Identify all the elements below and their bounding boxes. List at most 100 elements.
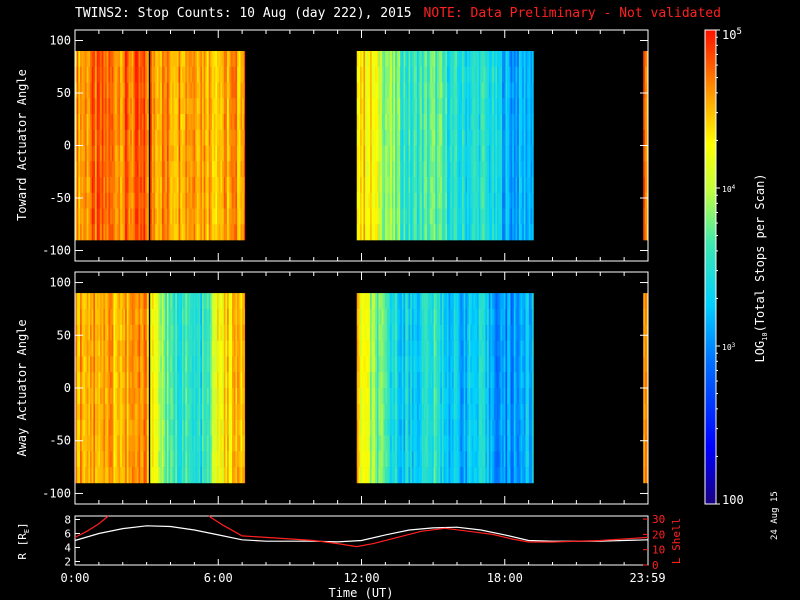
heatmap-cell xyxy=(446,324,449,341)
heatmap-cell xyxy=(133,82,136,99)
heatmap-cell xyxy=(385,51,388,68)
heatmap-cell xyxy=(232,403,235,420)
heatmap-cell xyxy=(438,340,441,357)
heatmap-cell xyxy=(150,324,153,341)
heatmap-cell xyxy=(393,51,396,68)
heatmap-cell xyxy=(390,224,393,241)
heatmap-cell xyxy=(220,324,223,341)
heatmap-cell xyxy=(207,451,209,468)
heatmap-cell xyxy=(202,224,204,241)
heatmap-cell xyxy=(240,293,243,310)
heatmap-cell xyxy=(215,324,218,341)
heatmap-cell xyxy=(237,293,240,310)
heatmap-cell xyxy=(180,340,183,357)
heatmap-cell xyxy=(360,224,363,241)
heatmap-cell xyxy=(135,192,138,209)
heatmap-cell xyxy=(500,293,503,310)
heatmap-cell xyxy=(388,419,391,436)
heatmap-cell xyxy=(138,82,141,99)
heatmap-cell xyxy=(197,340,199,357)
heatmap-cell xyxy=(520,419,523,436)
heatmap-cell xyxy=(166,192,169,209)
heatmap-cell xyxy=(360,419,363,436)
heatmap-cell xyxy=(223,419,226,436)
heatmap-cell xyxy=(225,177,228,194)
heatmap-cell xyxy=(95,208,98,225)
heatmap-cell xyxy=(475,82,478,99)
heatmap-cell xyxy=(140,129,143,146)
heatmap-cell xyxy=(168,98,171,115)
heatmap-cell xyxy=(202,403,204,420)
heatmap-cell xyxy=(195,435,198,452)
heatmap-cell xyxy=(438,356,441,373)
heatmap-cell xyxy=(366,161,369,178)
heatmap-cell xyxy=(396,388,399,405)
heatmap-cell xyxy=(237,467,240,484)
heatmap-cell xyxy=(388,403,391,420)
heatmap-cell xyxy=(181,435,184,452)
heatmap-cell xyxy=(95,451,98,468)
heatmap-cell xyxy=(356,145,359,162)
heatmap-cell xyxy=(200,340,203,357)
heatmap-cell xyxy=(385,308,388,326)
heatmap-cell xyxy=(78,388,81,405)
heatmap-cell xyxy=(100,192,103,209)
heatmap-cell xyxy=(468,145,471,162)
heatmap-cell xyxy=(403,308,406,326)
heatmap-cell xyxy=(163,356,166,373)
heatmap-cell xyxy=(130,435,133,452)
heatmap-cell xyxy=(76,98,79,115)
heatmap-cell xyxy=(105,51,108,68)
heatmap-cell xyxy=(207,192,209,209)
heatmap-cell xyxy=(420,114,423,131)
heatmap-cell xyxy=(477,145,480,162)
heatmap-cell xyxy=(118,467,121,484)
heatmap-cell xyxy=(472,372,475,389)
heatmap-cell xyxy=(110,114,113,131)
heatmap-cell xyxy=(140,403,143,420)
heatmap-cell xyxy=(386,340,389,357)
heatmap-cell xyxy=(460,208,463,225)
heatmap-cell xyxy=(200,224,203,241)
heatmap-cell xyxy=(113,82,116,99)
heatmap-cell xyxy=(210,388,213,405)
heatmap-cell xyxy=(431,340,434,357)
heatmap-cell xyxy=(200,98,203,115)
heatmap-cell xyxy=(507,192,510,209)
heatmap-cell xyxy=(405,308,408,326)
heatmap-cell xyxy=(110,51,113,68)
heatmap-cell xyxy=(85,340,87,357)
heatmap-cell xyxy=(356,66,359,83)
heatmap-cell xyxy=(415,356,418,373)
heatmap-cell xyxy=(197,293,199,310)
heatmap-cell xyxy=(363,419,366,436)
heatmap-cell xyxy=(227,356,230,373)
heatmap-cell xyxy=(463,177,466,194)
heatmap-cell xyxy=(80,114,82,131)
heatmap-cell xyxy=(356,356,359,373)
heatmap-cell xyxy=(483,435,486,452)
heatmap-cell xyxy=(227,66,230,83)
heatmap-cell xyxy=(80,293,82,310)
heatmap-cell xyxy=(436,192,439,209)
heatmap-cell xyxy=(95,388,98,405)
heatmap-cell xyxy=(151,388,154,405)
heatmap-cell xyxy=(176,293,179,310)
heatmap-cell xyxy=(78,129,81,146)
heatmap-cell xyxy=(76,145,79,162)
heatmap-cell xyxy=(644,177,647,194)
heatmap-cell xyxy=(507,403,510,420)
heatmap-cell xyxy=(186,340,189,357)
heatmap-cell xyxy=(146,435,149,452)
heatmap-cell xyxy=(128,129,131,146)
heatmap-cell xyxy=(512,145,515,162)
heatmap-cell xyxy=(126,66,129,83)
heatmap-cell xyxy=(76,467,79,484)
heatmap-cell xyxy=(80,451,82,468)
heatmap-cell xyxy=(400,340,403,357)
heatmap-cell xyxy=(197,82,199,99)
heatmap-cell xyxy=(446,340,449,357)
heatmap-cell xyxy=(395,98,398,115)
heatmap-cell xyxy=(203,324,206,341)
heatmap-cell xyxy=(217,161,220,178)
